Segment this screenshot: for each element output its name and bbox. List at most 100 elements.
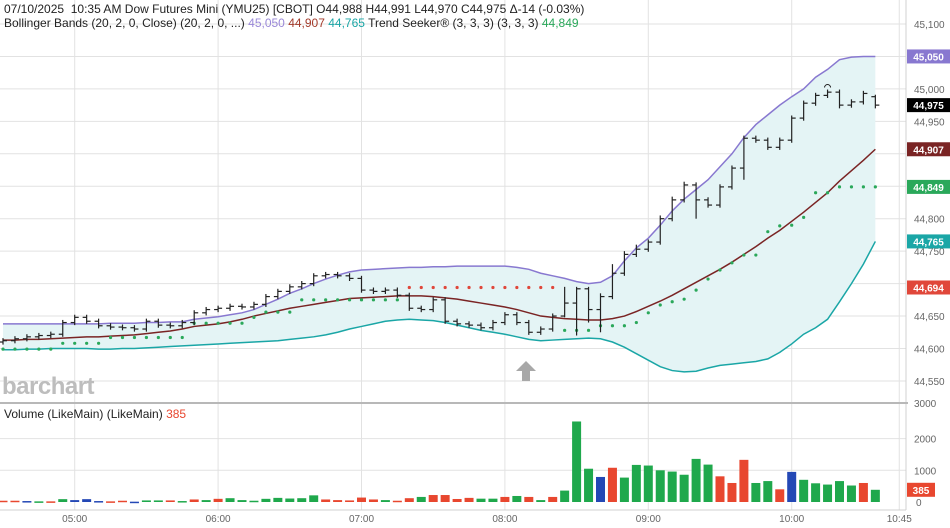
trend-seeker-dot [515, 285, 519, 290]
ohlc-bar [34, 332, 43, 340]
bb-upper-value: 45,050 [248, 16, 285, 30]
header-date: 07/10/2025 [4, 2, 65, 16]
trend-seeker-dot [431, 285, 435, 290]
volume-bar [655, 470, 665, 502]
trend-seeker-dot [168, 335, 172, 340]
trend-seeker-dot [754, 253, 758, 257]
volume-bar [870, 489, 880, 502]
ohlc-bar [524, 319, 533, 335]
time-tick-label: 07:00 [349, 514, 374, 525]
volume-last-label-bg [907, 482, 935, 497]
trend-seeker-dot [73, 341, 77, 345]
ohlc-bar [775, 137, 784, 150]
up-arrow-icon [516, 361, 536, 381]
ohlc-bar [214, 305, 223, 313]
volume-bar [82, 499, 92, 502]
volume-bar [787, 471, 797, 502]
volume-bar [775, 489, 785, 502]
volume-value: 385 [166, 407, 187, 421]
trend-seeker-dot [610, 324, 615, 328]
trend-seeker-dot [837, 185, 842, 189]
trend-seeker-dot [228, 321, 232, 325]
trend-seeker-dot [359, 298, 364, 302]
volume-tick-label: 2000 [914, 435, 937, 446]
volume-bar [237, 500, 247, 502]
ohlc-bar [142, 318, 151, 332]
ohlc-bar [727, 165, 736, 190]
trend-seeker-dot [120, 335, 125, 340]
trend-seeker-dot [455, 285, 459, 290]
ohlc-bar [46, 331, 55, 339]
ohlc-bar [716, 184, 724, 208]
price-tick-label: 44,600 [914, 345, 945, 356]
ohlc-bar [811, 92, 820, 106]
volume-bar [763, 481, 773, 502]
ohlc-bar [608, 264, 617, 300]
bb-upper-last-label-bg [907, 49, 950, 64]
trend-seeker-dot [240, 321, 244, 325]
ohlc-bar [249, 301, 258, 310]
time-tick-label: 08:00 [492, 514, 517, 525]
ohlc-bar [548, 313, 557, 332]
trend-seeker-dot [25, 347, 29, 351]
trend-seeker-dot [539, 285, 543, 290]
volume-bar [703, 464, 713, 502]
ohlc-bar [799, 100, 808, 121]
volume-bar [811, 483, 821, 502]
volume-bar [751, 482, 761, 502]
ohlc-bar [668, 196, 677, 222]
volume-bar [70, 500, 80, 502]
trend-seeker-dot [503, 285, 507, 290]
price-tick-label: 44,650 [914, 312, 945, 323]
volume-bar [153, 500, 163, 502]
header-ohlc: O44,988 H44,991 L44,970 C44,975 Δ-14 (-0… [316, 2, 585, 16]
chart-header: 07/10/2025 10:35 AM Dow Futures Mini (YM… [4, 2, 584, 16]
bollinger-upper-line [3, 55, 876, 325]
ts-label[interactable]: Trend Seeker® (3, 3, 3) (3, 3, 3) [368, 16, 539, 30]
volume-bar [596, 476, 605, 502]
ohlc-bar [261, 293, 270, 307]
trend-seeker-last-label-text: 44,849 [913, 183, 944, 194]
volume-bar [858, 482, 868, 502]
volume-label[interactable]: Volume (LikeMain) (LikeMain) [4, 407, 163, 421]
volume-bar [584, 468, 594, 502]
bollinger-middle-line [3, 148, 876, 341]
trend-seeker-dot [312, 298, 316, 302]
price-tick-label: 45,100 [914, 20, 945, 31]
volume-bar [691, 458, 701, 502]
trend-seeker-dot [276, 310, 280, 314]
volume-bar [823, 484, 833, 502]
volume-bar [94, 501, 104, 503]
time-tick-label: 10:00 [779, 514, 804, 525]
trend-seeker-dot [180, 335, 184, 340]
trend-seeker-dot [443, 285, 447, 290]
ohlc-bar [297, 281, 306, 290]
ohlc-bar [692, 182, 701, 219]
volume-bar [619, 477, 629, 502]
ohlc-bar [477, 322, 485, 331]
volume-bar [548, 496, 558, 502]
volume-bar [177, 501, 187, 503]
time-tick-label: 10:45 [887, 514, 912, 525]
ohlc-bar [22, 334, 31, 342]
ohlc-bar [381, 287, 390, 294]
bb-label[interactable]: Bollinger Bands (20, 2, 0, Close) (20, 2… [4, 16, 245, 30]
price-tick-label: 44,550 [914, 377, 945, 388]
volume-bar [297, 498, 307, 502]
volume-bar [536, 500, 546, 502]
volume-bar [357, 497, 366, 502]
time-tick-label: 06:00 [206, 514, 231, 525]
ohlc-bar [345, 273, 354, 282]
ohlc-bar [596, 293, 605, 333]
ohlc-bar [500, 312, 509, 326]
ohlc-bar [704, 197, 713, 208]
trend-seeker-dot [790, 223, 794, 227]
volume-bar [392, 500, 402, 503]
trend-seeker-dot [132, 335, 137, 340]
volume-bar [58, 499, 68, 502]
volume-bar [22, 501, 32, 503]
ohlc-bar [488, 319, 497, 331]
ohlc-bar [644, 239, 653, 252]
ohlc-bar [417, 305, 426, 313]
